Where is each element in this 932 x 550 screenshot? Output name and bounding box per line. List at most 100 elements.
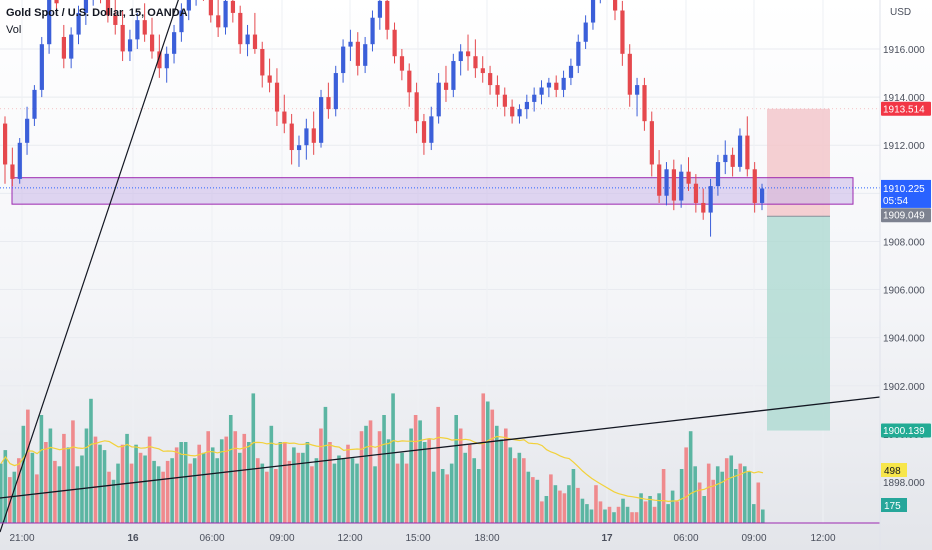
- candle-up: [760, 188, 765, 203]
- candle-up: [429, 116, 434, 143]
- volume-bar: [12, 471, 17, 523]
- volume-bar: [454, 415, 458, 523]
- volume-bar: [395, 463, 400, 523]
- volume-bar: [738, 463, 743, 523]
- countdown-tag: 05:54: [883, 196, 908, 207]
- volume-bar: [418, 420, 422, 523]
- price-axis-tick: 1908.000: [883, 237, 925, 248]
- volume-bar: [80, 455, 84, 523]
- candle-down: [142, 20, 147, 35]
- candle-up: [635, 85, 640, 95]
- stop-price-tag-bg: [881, 101, 931, 116]
- volume-bar: [174, 447, 179, 523]
- candle-up: [135, 20, 140, 40]
- candle-down: [238, 12, 243, 45]
- candle-down: [267, 75, 272, 83]
- volume-bar: [301, 452, 305, 523]
- target-price-tag-bg: [881, 423, 931, 438]
- vol-last-tag: 175: [884, 501, 901, 512]
- candle-down: [399, 56, 405, 71]
- candle-down: [752, 169, 757, 203]
- volume-bar: [648, 496, 652, 523]
- candle-up: [524, 101, 530, 110]
- candle-down: [745, 135, 750, 170]
- time-axis-label: 09:00: [741, 533, 766, 544]
- candle-down: [473, 56, 478, 69]
- volume-bar: [413, 415, 418, 523]
- volume-bar: [409, 428, 413, 523]
- candle-up: [296, 145, 302, 151]
- volume-bar: [323, 406, 328, 523]
- volume-bar: [165, 460, 170, 523]
- volume-bar: [499, 439, 504, 523]
- volume-bar: [652, 506, 657, 523]
- volume-bar: [152, 460, 156, 523]
- time-axis-label: 18:00: [474, 533, 499, 544]
- candle-up: [32, 89, 37, 119]
- volume-bar: [458, 428, 463, 523]
- volume-bar: [404, 463, 409, 523]
- candle-down: [149, 34, 155, 52]
- volume-indicator-label[interactable]: Vol: [6, 24, 22, 36]
- volume-bar: [215, 458, 220, 523]
- candle-down: [274, 82, 280, 112]
- volume-bar: [373, 466, 377, 523]
- candle-down: [61, 36, 66, 59]
- volume-bar: [589, 509, 594, 523]
- candle-up: [664, 169, 669, 196]
- entry-price-tag-bg: [881, 208, 931, 223]
- candle-up: [539, 87, 544, 95]
- candle-up: [370, 17, 375, 45]
- volume-bar: [467, 444, 472, 523]
- volume-bar: [490, 409, 495, 523]
- volume-bar: [688, 431, 693, 523]
- volume-bar: [476, 469, 481, 523]
- candle-up: [83, 0, 89, 13]
- volume-bar: [319, 428, 323, 523]
- volume-bar: [138, 452, 143, 523]
- volume-bar: [386, 439, 391, 523]
- volume-bar: [422, 442, 427, 523]
- volume-bar: [377, 431, 382, 523]
- candle-down: [701, 202, 706, 213]
- volume-bar: [625, 506, 630, 523]
- time-axis-label: 06:00: [199, 533, 224, 544]
- volume-bar: [310, 466, 314, 523]
- volume-bar: [328, 442, 332, 523]
- volume-bar: [156, 466, 161, 523]
- volume-bar: [679, 469, 684, 523]
- candle-up: [25, 118, 30, 143]
- candle-down: [649, 121, 654, 165]
- candle-down: [326, 97, 331, 110]
- candle-down: [392, 29, 397, 57]
- candle-down: [421, 121, 427, 143]
- candle-down: [495, 85, 500, 95]
- volume-bar: [724, 458, 729, 523]
- volume-bar: [251, 393, 256, 523]
- volume-bar: [747, 471, 752, 523]
- volume-bar: [485, 401, 490, 523]
- volume-bar: [715, 466, 720, 523]
- volume-bar: [756, 482, 761, 523]
- volume-bar: [57, 466, 62, 523]
- volume-bar: [693, 466, 697, 523]
- candle-up: [245, 34, 250, 45]
- candle-up: [583, 22, 588, 42]
- demand-zone-rect: [11, 177, 854, 205]
- volume-bar: [400, 452, 404, 523]
- volume-bar: [544, 496, 549, 523]
- volume-bar: [265, 471, 269, 523]
- volume-bar: [540, 501, 544, 523]
- symbol-title[interactable]: Gold Spot / U.S. Dollar, 15, OANDA: [6, 7, 188, 19]
- volume-bar: [531, 477, 535, 523]
- volume-bar: [292, 447, 296, 523]
- last-price-tag: 1910.225: [883, 184, 925, 195]
- volume-bar: [616, 506, 621, 523]
- volume-bar: [305, 442, 310, 523]
- volume-bar: [274, 469, 278, 523]
- volume-bar: [0, 463, 3, 523]
- candle-down: [230, 0, 236, 13]
- price-axis-tick: 1916.000: [883, 45, 925, 56]
